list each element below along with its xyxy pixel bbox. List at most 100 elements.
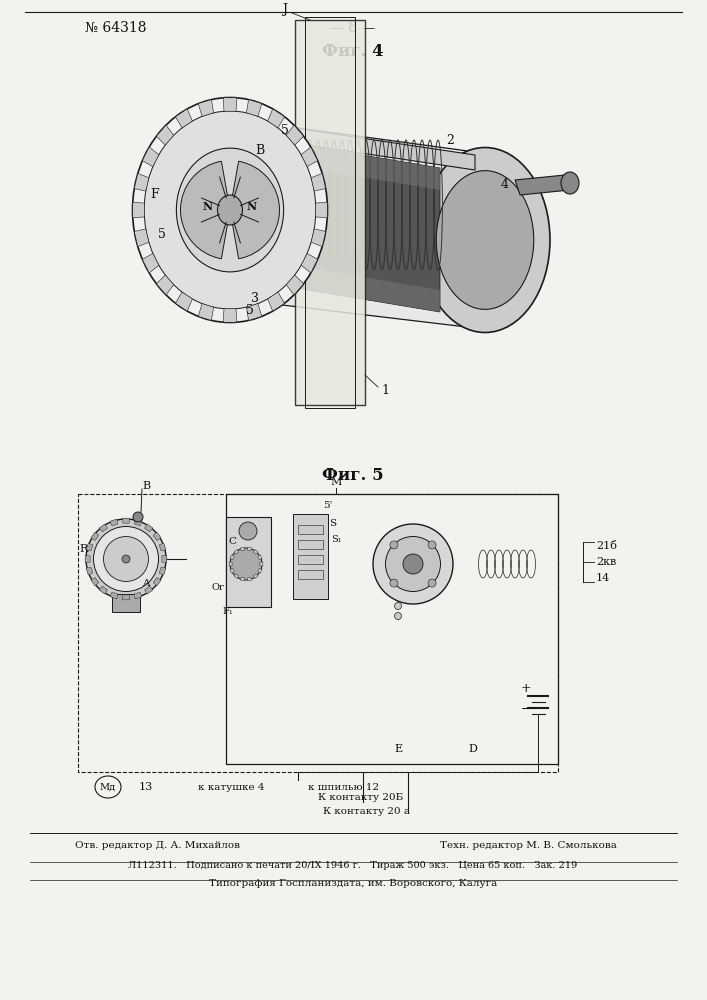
Polygon shape [311, 229, 326, 247]
Polygon shape [246, 304, 262, 320]
Ellipse shape [239, 522, 257, 540]
Ellipse shape [428, 541, 436, 549]
Polygon shape [91, 532, 99, 540]
Text: 5: 5 [158, 229, 166, 241]
Text: К контакту 20 а: К контакту 20 а [323, 806, 410, 816]
Text: C: C [228, 536, 236, 546]
Text: Отв. редактор Д. А. Михайлов: Отв. редактор Д. А. Михайлов [75, 840, 240, 850]
Polygon shape [258, 555, 262, 560]
Polygon shape [134, 173, 149, 191]
Ellipse shape [385, 536, 440, 591]
Text: — 8 —: — 8 — [330, 21, 375, 35]
Text: № 64318: № 64318 [85, 21, 146, 35]
Polygon shape [153, 532, 161, 540]
Polygon shape [159, 567, 166, 575]
Text: R: R [80, 544, 88, 554]
FancyBboxPatch shape [298, 570, 323, 579]
Ellipse shape [395, 602, 402, 609]
Polygon shape [240, 547, 245, 551]
Polygon shape [253, 574, 258, 578]
Polygon shape [133, 202, 144, 218]
Text: Фиг. 5: Фиг. 5 [322, 466, 384, 484]
Polygon shape [153, 578, 161, 586]
Text: К контакту 20Б: К контакту 20Б [318, 794, 403, 802]
Text: Or: Or [211, 582, 224, 591]
Ellipse shape [395, 612, 402, 619]
Ellipse shape [103, 536, 148, 582]
Ellipse shape [420, 147, 550, 332]
Text: 5': 5' [323, 502, 333, 510]
Text: Mд: Mд [100, 782, 116, 792]
Text: M: M [330, 477, 341, 487]
Polygon shape [301, 147, 317, 167]
Text: 14: 14 [596, 573, 610, 583]
Polygon shape [260, 562, 263, 566]
Ellipse shape [95, 776, 121, 798]
Polygon shape [234, 550, 239, 554]
Polygon shape [99, 586, 107, 594]
Polygon shape [134, 592, 142, 599]
Polygon shape [142, 253, 159, 273]
Polygon shape [260, 260, 440, 312]
Text: 3: 3 [251, 292, 259, 304]
Polygon shape [159, 543, 166, 551]
Ellipse shape [403, 554, 423, 574]
Polygon shape [301, 253, 317, 273]
Text: S₁: S₁ [331, 534, 341, 544]
Text: 21б: 21б [596, 541, 617, 551]
Polygon shape [515, 175, 570, 195]
Ellipse shape [132, 98, 327, 322]
Polygon shape [260, 138, 440, 312]
Text: E: E [394, 744, 402, 754]
Ellipse shape [390, 541, 398, 549]
Polygon shape [86, 567, 93, 575]
Ellipse shape [373, 524, 453, 604]
Polygon shape [142, 147, 159, 167]
Text: B: B [142, 481, 150, 491]
Polygon shape [99, 524, 107, 532]
Text: Л112311.   Подписано к печати 20/IX 1946 г.   Тираж 500 экз.   Цена 65 коп.   За: Л112311. Подписано к печати 20/IX 1946 г… [129, 860, 578, 869]
Polygon shape [223, 309, 237, 322]
Polygon shape [230, 555, 234, 560]
Polygon shape [268, 109, 284, 128]
Text: F₁: F₁ [223, 606, 233, 615]
Text: Типография Госпланиздата, им. Воровского, Калуга: Типография Госпланиздата, им. Воровского… [209, 879, 497, 888]
Ellipse shape [86, 519, 166, 599]
Text: +: + [520, 682, 532, 696]
Ellipse shape [133, 512, 143, 522]
Polygon shape [175, 292, 192, 311]
Ellipse shape [144, 111, 316, 309]
Ellipse shape [436, 171, 534, 309]
Text: 13: 13 [139, 782, 153, 792]
FancyBboxPatch shape [298, 540, 323, 549]
Polygon shape [240, 577, 245, 581]
Polygon shape [144, 524, 153, 532]
Polygon shape [122, 518, 129, 523]
Text: 1: 1 [381, 383, 389, 396]
Polygon shape [268, 292, 284, 311]
Text: N: N [203, 202, 213, 213]
Polygon shape [86, 543, 93, 551]
Text: N: N [247, 202, 257, 213]
Ellipse shape [176, 148, 284, 272]
Polygon shape [229, 562, 232, 566]
Polygon shape [286, 275, 303, 295]
Polygon shape [122, 595, 129, 600]
Ellipse shape [428, 579, 436, 587]
FancyBboxPatch shape [226, 517, 271, 607]
Wedge shape [230, 161, 279, 259]
Text: 5: 5 [246, 304, 254, 316]
Text: S: S [329, 520, 337, 528]
Polygon shape [85, 555, 90, 563]
FancyBboxPatch shape [112, 594, 140, 612]
Ellipse shape [122, 555, 130, 563]
Polygon shape [110, 592, 118, 599]
Polygon shape [253, 550, 258, 554]
Polygon shape [246, 100, 262, 116]
Polygon shape [234, 574, 239, 578]
FancyBboxPatch shape [298, 525, 323, 534]
Text: к катушке 4: к катушке 4 [198, 782, 264, 792]
Polygon shape [230, 568, 234, 573]
Polygon shape [223, 98, 237, 111]
Polygon shape [295, 20, 365, 405]
